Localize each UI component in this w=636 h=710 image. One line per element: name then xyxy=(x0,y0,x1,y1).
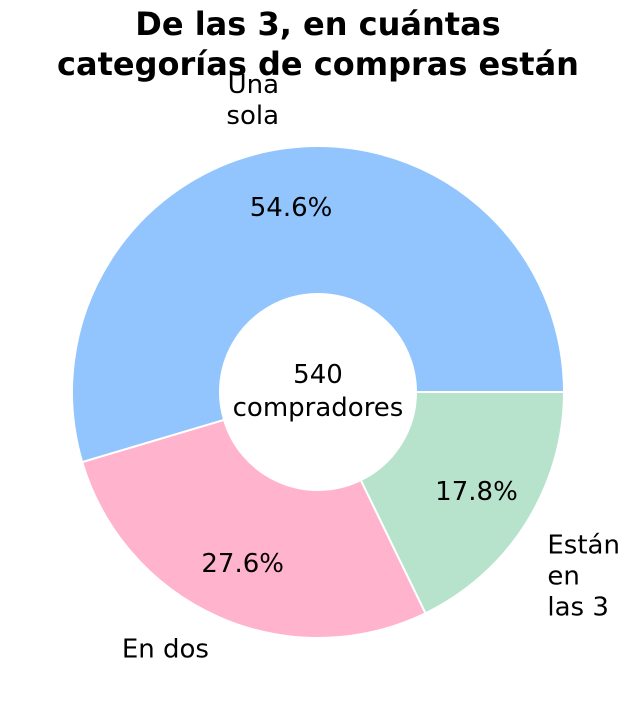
slice-labels: 54.6% Una sola 27.6% En dos 17.8% Están en las 3 xyxy=(122,70,620,664)
center-count: 540 xyxy=(293,360,343,390)
slice-percentage-label: 27.6% xyxy=(201,549,284,579)
slice-percentage-label: 17.8% xyxy=(435,477,518,507)
donut-slice xyxy=(71,145,566,464)
slice-category-label: En dos xyxy=(122,635,209,665)
donut-slice xyxy=(359,391,566,615)
slice-category-label-line: sola xyxy=(226,101,279,131)
slice-category-label-line: Están xyxy=(547,531,620,561)
slice-category-label-line: en xyxy=(547,562,579,592)
slice-category-label-line: las 3 xyxy=(547,593,609,623)
slice-percentage-label: 54.6% xyxy=(250,193,333,223)
chart-title-line-2: categorías de compras están xyxy=(57,45,579,83)
donut-slices xyxy=(71,145,566,639)
chart-title-line-1: De las 3, en cuántas xyxy=(135,5,500,43)
slice-category-label-line: Una xyxy=(228,70,279,100)
center-caption: compradores xyxy=(233,393,404,423)
donut-slice xyxy=(80,418,427,639)
slice-category-label-line: En dos xyxy=(122,635,209,665)
slice-category-label: Están en las 3 xyxy=(547,531,620,623)
slice-category-label: Una sola xyxy=(226,70,279,131)
